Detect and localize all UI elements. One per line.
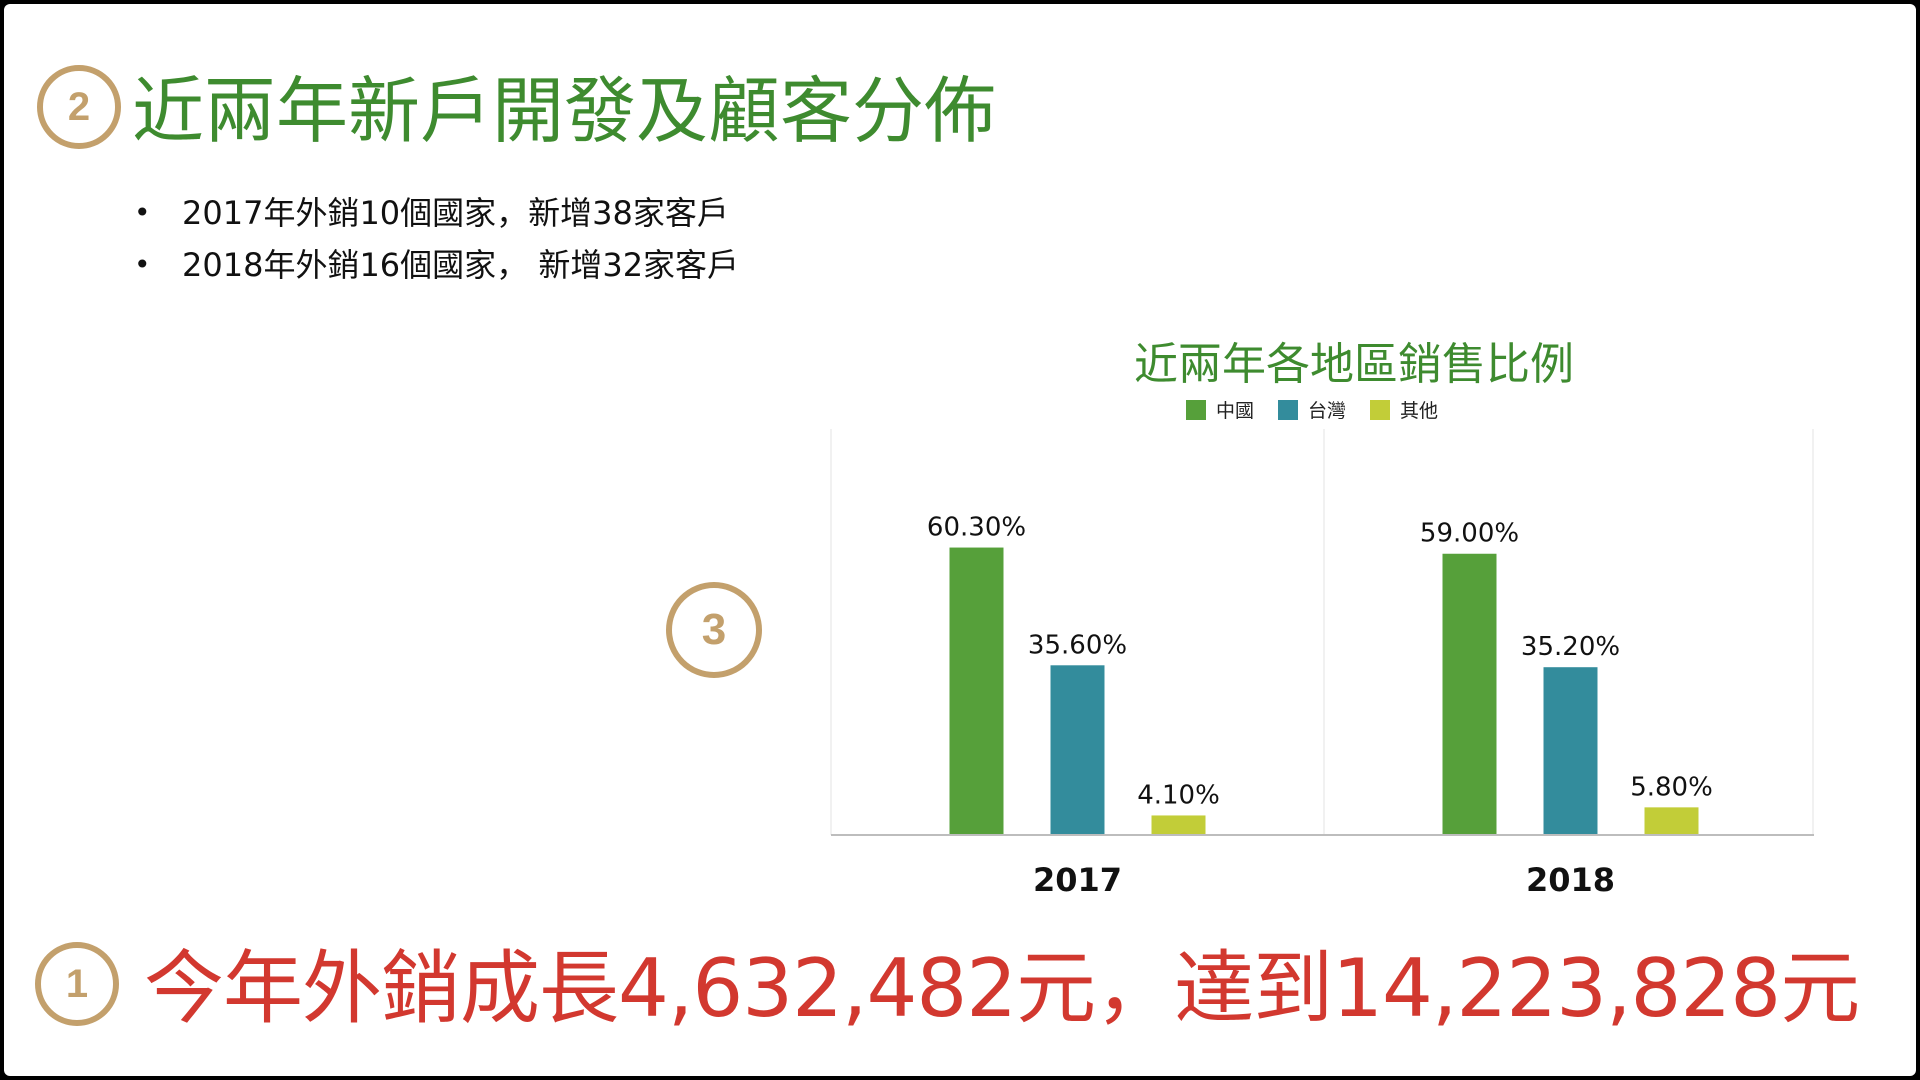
legend-item-china: 中國 — [1186, 396, 1254, 423]
legend-item-taiwan: 台灣 — [1278, 396, 1346, 423]
x-tick-label-2017: 2017 — [1033, 861, 1122, 899]
data-label-2017-1: 35.60% — [1028, 630, 1127, 660]
bar-2017-1 — [1050, 665, 1105, 835]
slide: 2 近兩年新戶開發及顧客分佈 • 2017年外銷10個國家，新增38家客戶 • 20… — [4, 4, 1916, 1076]
bullet-text: 2017年外銷10個國家，新增38家客戶 — [182, 194, 729, 232]
bullet-text: 2018年外銷16個國家， 新增32家客戶 — [182, 246, 740, 284]
slide-title: 近兩年新戶開發及顧客分佈 — [132, 69, 997, 153]
section-badge-2: 2 — [37, 65, 121, 149]
legend-swatch-china — [1186, 399, 1206, 420]
legend-label-china: 中國 — [1216, 400, 1255, 422]
bullet-item-2018: • 2018年外銷16個國家， 新增32家客戶 — [134, 239, 739, 291]
data-label-2017-0: 60.30% — [927, 513, 1026, 543]
bar-2017-0 — [949, 547, 1004, 835]
section-badge-3: 3 — [666, 582, 762, 678]
section-badge-1: 1 — [35, 942, 119, 1026]
bar-2017-2 — [1151, 815, 1206, 835]
bar-chart: 60.30% 35.60% 4.10% 2017 59.00% 35.20% 5.80% 20… — [830, 429, 1814, 899]
legend-item-other: 其他 — [1370, 396, 1438, 423]
x-tick-label-2018: 2018 — [1526, 861, 1615, 899]
chart-title: 近兩年各地區銷售比例 — [1134, 339, 1574, 390]
bar-2018-1 — [1543, 667, 1598, 835]
legend-swatch-other — [1370, 399, 1391, 420]
legend-label-other: 其他 — [1400, 400, 1439, 422]
data-label-2018-1: 35.20% — [1521, 632, 1620, 662]
bullet-list: • 2017年外銷10個國家，新增38家客戶 • 2018年外銷16個國家， 新增3… — [134, 187, 739, 291]
legend-label-taiwan: 台灣 — [1308, 400, 1347, 422]
legend-swatch-taiwan — [1278, 399, 1299, 420]
bullet-dot-icon: • — [134, 196, 151, 229]
bar-2018-0 — [1442, 553, 1497, 835]
bullet-dot-icon: • — [134, 248, 151, 281]
headline-sales-growth: 今年外銷成長4,632,482元，達到14,223,828元 — [144, 942, 1860, 1035]
data-label-2018-2: 5.80% — [1630, 772, 1713, 802]
data-label-2017-2: 4.10% — [1137, 780, 1220, 810]
chart-legend: 中國 台灣 其他 — [1186, 396, 1438, 423]
bullet-item-2017: • 2017年外銷10個國家，新增38家客戶 — [134, 187, 739, 239]
bar-2018-2 — [1644, 807, 1699, 835]
data-label-2018-0: 59.00% — [1420, 519, 1519, 549]
